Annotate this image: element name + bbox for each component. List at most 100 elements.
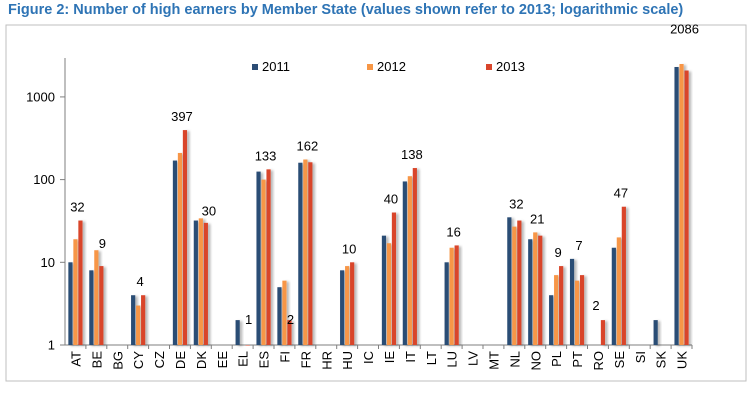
- x-tick-label-BE: BE: [89, 351, 104, 369]
- bar-2012-NO: [533, 232, 538, 345]
- x-tick-label-SE: SE: [612, 351, 627, 369]
- x-tick-label-UK: UK: [675, 351, 690, 369]
- bar-2011-AT: [68, 262, 73, 345]
- legend-item-2012: 2012: [367, 59, 406, 74]
- bar-2012-FR: [303, 159, 308, 345]
- legend-label: 2011: [262, 59, 290, 74]
- bar-2012-IT: [407, 176, 412, 345]
- bar-2012-FI: [282, 280, 287, 345]
- bar-2011-NO: [528, 239, 533, 345]
- data-label-DE: 397: [171, 109, 193, 124]
- bar-2011-SE: [611, 247, 616, 345]
- bar-2012-BE: [94, 250, 99, 345]
- bar-2011-PT: [569, 258, 575, 345]
- y-tick-label: 100: [33, 172, 55, 187]
- bar-2013-RO: [600, 320, 606, 345]
- data-label-AT: 32: [70, 200, 84, 215]
- data-label-LU: 16: [446, 224, 460, 239]
- bar-2013-IT: [412, 168, 417, 345]
- x-tick-label-ES: ES: [257, 351, 272, 369]
- data-label-FR: 162: [296, 139, 318, 154]
- bar-2013-DE: [182, 130, 188, 345]
- x-tick-label-NL: NL: [507, 351, 522, 368]
- bar-2013-FI: [287, 320, 292, 345]
- x-tick-label-DK: DK: [194, 351, 209, 369]
- bar-2013-CY: [141, 295, 146, 345]
- data-label-IT: 138: [401, 147, 423, 162]
- bars: [68, 64, 689, 346]
- x-axis-ticks: AT BE BG CY CZ DE DK EE EL ES FI FR HR HU IC IE IT LT LU LV…: [68, 345, 693, 371]
- x-tick-label-LV: LV: [466, 351, 481, 366]
- bar-2013-NL: [517, 220, 522, 345]
- bar-2012-IE: [386, 243, 392, 345]
- data-label-ES: 133: [255, 148, 277, 163]
- data-label-RO: 2: [592, 298, 599, 313]
- x-tick-label-IT: IT: [403, 351, 418, 363]
- data-label-DK: 30: [202, 203, 216, 218]
- x-tick-label-EE: EE: [215, 351, 230, 369]
- y-tick-label: 1000: [26, 89, 55, 104]
- x-tick-label-IE: IE: [382, 351, 397, 364]
- legend-swatch: [486, 64, 492, 70]
- legend-item-2013: 2013: [486, 59, 525, 74]
- bar-2012-DK: [198, 218, 203, 345]
- x-tick-label-CZ: CZ: [152, 351, 167, 368]
- legend-label: 2013: [496, 59, 525, 74]
- x-tick-label-BG: BG: [110, 351, 125, 370]
- bar-2011-DK: [193, 220, 198, 345]
- bar-2013-NO: [538, 235, 543, 345]
- legend-label: 2012: [377, 59, 406, 74]
- data-label-CY: 4: [137, 274, 144, 289]
- data-label-IE: 40: [384, 192, 398, 207]
- bar-2013-FR: [308, 162, 313, 345]
- x-tick-label-FI: FI: [277, 351, 292, 363]
- x-tick-label-SK: SK: [654, 351, 669, 369]
- bar-2012-AT: [73, 239, 78, 345]
- x-tick-label-AT: AT: [68, 351, 83, 367]
- bar-2011-DE: [172, 160, 178, 345]
- bar-2012-ES: [261, 179, 266, 345]
- bar-2011-FI: [277, 287, 282, 345]
- bar-2013-DK: [203, 222, 208, 345]
- bar-2013-AT: [78, 220, 83, 345]
- data-label-UK: 2086: [670, 22, 699, 37]
- data-label-HU: 10: [342, 241, 356, 256]
- x-tick-label-IC: IC: [361, 351, 376, 364]
- x-tick-label-SI: SI: [633, 351, 648, 363]
- figure-title: Figure 2: Number of high earners by Memb…: [8, 2, 684, 18]
- x-tick-label-DE: DE: [173, 351, 188, 369]
- bar-2011-CY: [131, 295, 136, 345]
- bar-2012-PL: [554, 275, 559, 345]
- data-label-PL: 9: [555, 245, 562, 260]
- bar-2011-ES: [256, 171, 261, 345]
- legend-swatch: [367, 64, 373, 70]
- bar-2011-IT: [402, 181, 407, 345]
- bar-2013-IE: [391, 212, 397, 345]
- bar-2013-HU: [350, 262, 355, 345]
- bar-2012-UK: [679, 64, 684, 345]
- chart-frame: [5, 24, 747, 382]
- x-tick-label-RO: RO: [591, 351, 606, 371]
- data-label-NL: 32: [509, 196, 523, 211]
- x-tick-label-PT: PT: [570, 351, 585, 368]
- x-tick-label-FR: FR: [298, 351, 313, 368]
- legend-swatch: [252, 64, 258, 70]
- x-tick-label-HR: HR: [319, 351, 334, 370]
- x-tick-label-LT: LT: [424, 351, 439, 365]
- bar-2011-IE: [381, 235, 387, 345]
- bar-2012-HU: [345, 266, 350, 345]
- y-tick-label: 1: [48, 338, 55, 353]
- bar-2012-LU: [449, 247, 454, 345]
- bar-2011-PL: [549, 295, 554, 345]
- data-label-FI: 2: [287, 312, 294, 327]
- bar-2011-EL: [235, 320, 240, 345]
- bar-2011-FR: [298, 162, 303, 345]
- x-tick-label-HU: HU: [340, 351, 355, 370]
- bar-2011-SK: [653, 320, 658, 345]
- bar-2011-UK: [674, 66, 679, 346]
- bar-2013-ES: [266, 169, 271, 345]
- data-label-SE: 47: [614, 186, 628, 201]
- bar-2013-UK: [684, 70, 689, 345]
